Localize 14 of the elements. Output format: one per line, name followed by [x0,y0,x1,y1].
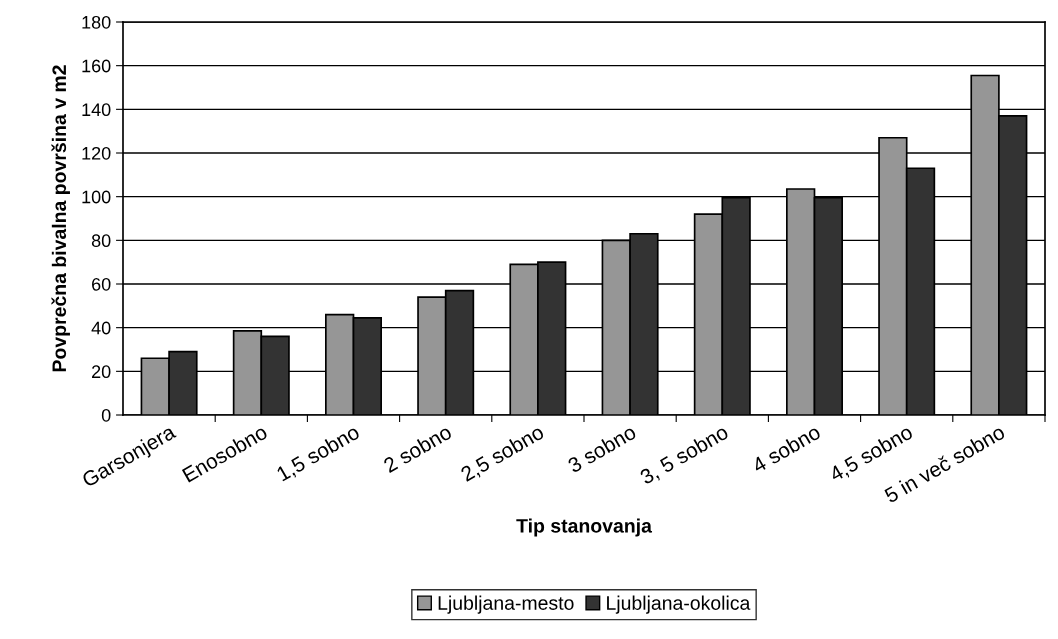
y-tick-label: 60 [92,277,111,291]
y-tick-label: 80 [91,234,111,248]
y-tick-label: 20 [92,365,111,379]
y-tick-label: 160 [82,59,111,73]
legend-label: Ljubljana-okolica [607,595,751,614]
y-tick-label: 120 [82,146,111,160]
y-tick-label: 140 [82,103,111,117]
y-tick-label: 40 [91,321,111,335]
y-axis-title: Povprečna bivalna površina v m2 [51,65,70,372]
y-tick-label: 100 [82,190,111,204]
x-axis-title: Tip stanovanja [516,518,653,537]
y-tick-label: 180 [82,15,111,29]
y-tick-label: 0 [101,408,111,422]
legend-label: Ljubljana-mesto [438,595,574,614]
